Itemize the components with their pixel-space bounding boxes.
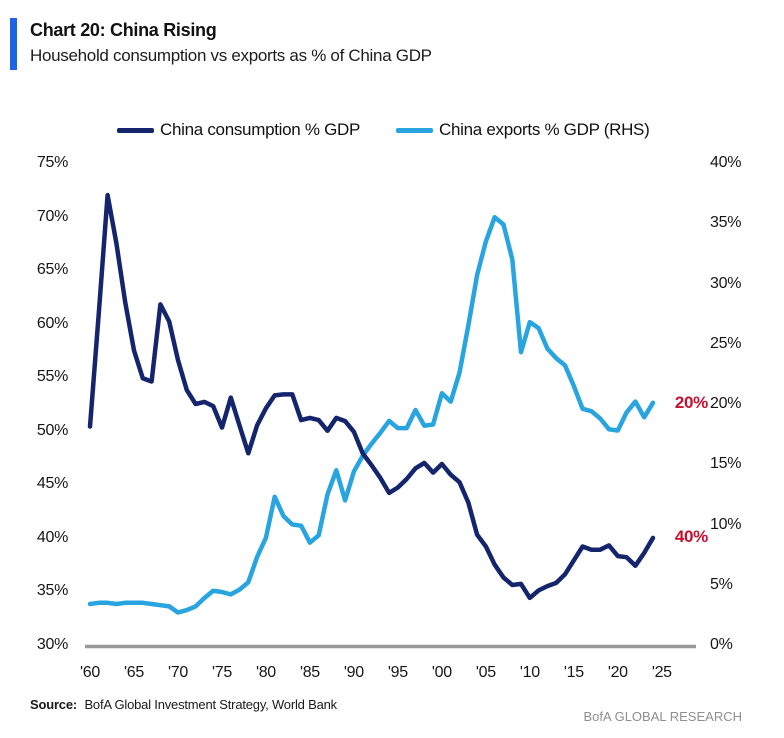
- consumption-end-label: 40%: [674, 526, 708, 546]
- left-axis-tick: 45%: [36, 475, 68, 493]
- right-axis-tick: 15%: [710, 455, 742, 473]
- x-axis-tick: '90: [343, 664, 364, 681]
- consumption-line: [87, 192, 656, 601]
- x-axis-tick: '15: [563, 664, 584, 681]
- left-axis-tick: 40%: [36, 528, 68, 546]
- x-axis-tick: '05: [475, 664, 496, 681]
- exports-end-label: 20%: [674, 393, 708, 412]
- source-label: Source:: [30, 697, 78, 712]
- legend-label-exports: China exports % GDP (RHS): [439, 120, 650, 139]
- legend: China consumption % GDP China exports % …: [117, 120, 650, 140]
- source-line: Source: BofA Global Investment Strategy,…: [30, 697, 337, 712]
- right-axis-tick: 20%: [710, 395, 742, 412]
- x-axis-tick: '85: [299, 664, 320, 681]
- x-axis-tick: '70: [167, 664, 188, 681]
- legend-item-consumption: China consumption % GDP: [117, 120, 360, 140]
- source-text: BofA Global Investment Strategy, World B…: [84, 697, 337, 712]
- x-axis-tick: '00: [431, 664, 452, 681]
- left-axis-tick: 65%: [36, 261, 68, 279]
- x-axis-tick: '25: [651, 664, 672, 681]
- right-axis-tick: 40%: [710, 154, 742, 171]
- exports-line-swatch: [396, 127, 434, 133]
- left-axis-tick: 55%: [36, 368, 68, 386]
- legend-label-consumption: China consumption % GDP: [160, 120, 361, 139]
- title-accent-bar: [10, 18, 17, 70]
- right-axis-tick: 10%: [710, 515, 742, 533]
- right-axis-tick: 0%: [710, 636, 733, 653]
- right-axis-tick: 25%: [710, 334, 742, 352]
- chart-subtitle: Household consumption vs exports as % of…: [30, 46, 432, 65]
- left-axis-tick: 60%: [36, 314, 68, 332]
- right-axis-tick: 30%: [710, 274, 742, 292]
- legend-item-exports: China exports % GDP (RHS): [396, 120, 650, 140]
- chart-title: Chart 20: China Rising: [30, 20, 217, 40]
- left-axis-tick: 35%: [36, 582, 68, 600]
- right-axis-tick: 35%: [710, 214, 742, 232]
- x-axis-tick: '95: [387, 664, 408, 681]
- left-axis-tick: 30%: [36, 636, 68, 653]
- consumption-line-swatch: [117, 127, 154, 133]
- right-axis-tick: 5%: [710, 575, 733, 593]
- left-axis-tick: 70%: [36, 207, 68, 225]
- x-axis-tick: '60: [80, 664, 100, 681]
- left-axis-tick: 75%: [36, 154, 68, 171]
- left-axis-tick: 50%: [36, 421, 68, 439]
- x-axis-tick: '65: [124, 664, 144, 681]
- exports-line: [87, 214, 656, 615]
- x-axis-tick: '10: [519, 664, 540, 681]
- x-axis-tick: '80: [255, 664, 276, 681]
- x-axis-tick: '20: [607, 664, 628, 681]
- x-axis-tick: '75: [211, 664, 232, 681]
- brand-text: BofA GLOBAL RESEARCH: [583, 709, 742, 724]
